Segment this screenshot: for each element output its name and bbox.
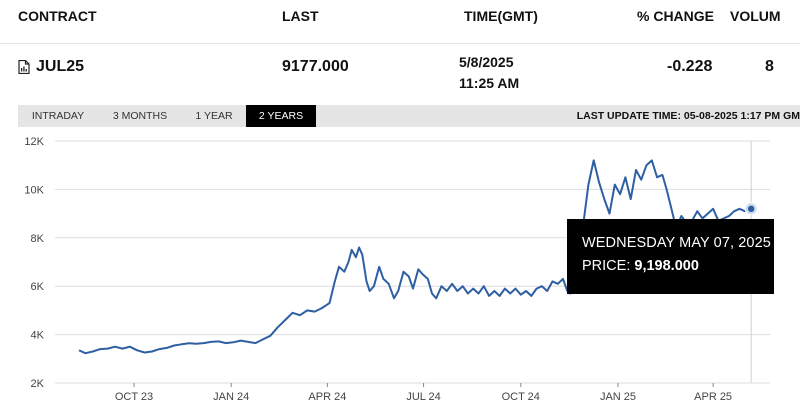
y-tick-label: 4K [31,330,45,342]
y-tick-label: 12K [24,136,44,148]
volume-value: 8 [765,58,774,75]
tab-intraday[interactable]: INTRADAY [31,110,85,122]
tooltip-price-label: PRICE: [582,258,631,274]
document-icon [18,60,30,74]
contract-name[interactable]: JUL25 [36,58,85,75]
y-tick-label: 6K [31,281,45,293]
price-tooltip: WEDNESDAY MAY 07, 2025 PRICE: 9,198.000 [567,219,774,294]
y-tick-label: 2K [31,378,45,390]
trade-date: 5/8/2025 [459,54,514,70]
y-tick-label: 8K [31,233,45,245]
header-time: TIME(GMT) [464,8,538,24]
trade-time: 11:25 AM [459,75,520,91]
x-tick-label: OCT 23 [115,391,153,403]
tooltip-price: PRICE: 9,198.000 [582,258,774,274]
x-tick-label: OCT 24 [502,391,540,403]
header-divider [0,43,800,44]
last-update-time: LAST UPDATE TIME: 05-08-2025 1:17 PM GM [576,110,800,122]
tab-1-year[interactable]: 1 YEAR [195,110,233,122]
range-tabs: INTRADAY 3 MONTHS 1 YEAR 2 YEARS LAST UP… [18,105,800,127]
header-volume: VOLUM [730,8,781,24]
last-price: 9177.000 [282,58,349,75]
x-tick-label: JUL 24 [406,391,440,403]
x-tick-label: APR 25 [694,391,732,403]
tab-2-years[interactable]: 2 YEARS [246,105,316,127]
y-tick-label: 10K [24,184,44,196]
highlight-marker[interactable] [747,205,755,213]
header-contract: CONTRACT [18,8,97,24]
tab-3-months[interactable]: 3 MONTHS [112,110,168,122]
header-last: LAST [282,8,319,24]
header-change: % CHANGE [637,8,715,24]
x-tick-label: APR 24 [308,391,346,403]
x-tick-label: JAN 24 [213,391,249,403]
percent-change: -0.228 [667,58,713,75]
tooltip-date: WEDNESDAY MAY 07, 2025 [582,235,771,251]
tooltip-price-value: 9,198.000 [634,258,699,274]
price-line [78,159,752,355]
x-tick-label: JAN 25 [600,391,636,403]
